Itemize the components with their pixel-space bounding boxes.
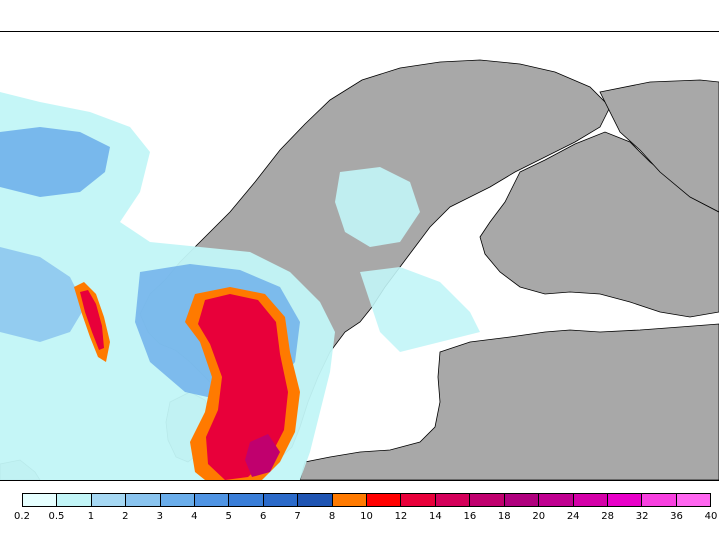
legend-swatch: [470, 494, 505, 506]
precip-light-north: [335, 167, 420, 247]
legend-tick-label: 36: [670, 511, 683, 522]
precipitation-map: [0, 31, 719, 481]
legend-tick-label: 20: [532, 511, 546, 522]
legend-tick-label: 3: [156, 511, 163, 522]
legend-tick-label: 8: [328, 511, 336, 522]
legend-swatch: [367, 494, 402, 506]
legend-swatch: [539, 494, 574, 506]
legend-swatch: [401, 494, 436, 506]
legend-tick-labels: 0.2 0.5 1 2 3 4 5 6 7 8 10 12 14 16 18 20 24 28 32 36 40: [14, 511, 717, 527]
map-canvas: [0, 32, 719, 480]
legend-tick-label: 4: [191, 511, 198, 522]
legend-tick-label: 2: [122, 511, 129, 522]
legend-swatch: [573, 494, 608, 506]
legend-tick-label: 28: [601, 511, 615, 522]
legend-swatch: [126, 494, 161, 506]
legend-swatch: [298, 494, 333, 506]
color-scale-legend: 0.2 0.5 1 2 3 4 5 6 7 8 10 12 14 16 18 20 24 28 32 36 40: [14, 493, 717, 533]
precip-heavy-coast-core: [80, 290, 104, 350]
legend-swatch: [160, 494, 196, 506]
legend-tick-label: 32: [635, 511, 649, 522]
legend-swatch: [23, 494, 58, 506]
legend-tick-label: 18: [497, 511, 511, 522]
legend-tick-label: 14: [429, 511, 442, 522]
legend-tick-label: 5: [225, 511, 232, 522]
baltic-states: [299, 323, 719, 480]
legend-swatch: [91, 494, 127, 506]
legend-tick-label: 40: [704, 511, 718, 522]
precip-light-baltic: [360, 267, 480, 352]
finland: [479, 131, 719, 318]
legend-swatch: [676, 494, 711, 506]
precip-medium-west: [0, 247, 85, 342]
legend-tick-label: 6: [259, 511, 267, 522]
legend-swatch: [607, 494, 643, 506]
legend-tick-label: 12: [394, 511, 408, 522]
legend-swatch: [332, 494, 368, 506]
precip-extreme-core: [245, 434, 280, 477]
legend-swatch: [263, 494, 299, 506]
legend-tick-label: 16: [463, 511, 477, 522]
legend-swatch: [642, 494, 677, 506]
legend-swatch-bar: [22, 493, 711, 507]
legend-tick-label: 7: [294, 511, 301, 522]
precip-heavy-south-core: [198, 294, 288, 480]
legend-swatch: [229, 494, 264, 506]
legend-tick-label: 0.2: [14, 511, 30, 522]
legend-swatch: [504, 494, 540, 506]
legend-swatch: [57, 494, 92, 506]
precip-medium-northwest: [0, 127, 110, 197]
legend-tick-label: 10: [360, 511, 373, 522]
legend-tick-label: 1: [87, 511, 95, 522]
legend-swatch: [435, 494, 471, 506]
legend-tick-label: 24: [566, 511, 580, 522]
eastern-mainland: [599, 79, 719, 213]
legend-swatch: [195, 494, 230, 506]
legend-tick-label: 0.5: [48, 511, 65, 522]
